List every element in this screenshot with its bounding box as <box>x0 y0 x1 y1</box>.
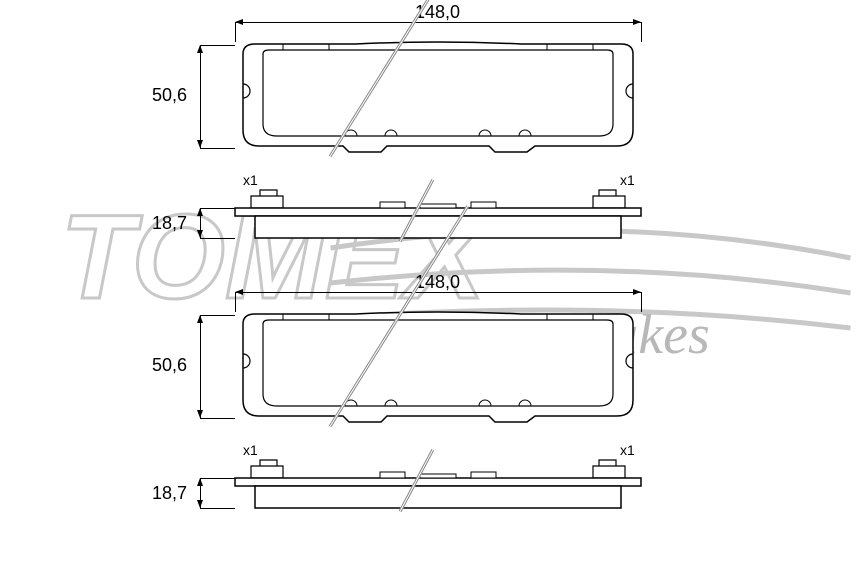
brake-pad-side-bot <box>225 458 651 523</box>
arrow <box>197 410 203 418</box>
dim-ext <box>200 45 235 46</box>
height-label-bot: 50,6 <box>152 355 187 376</box>
thickness-label-bot: 18,7 <box>152 483 187 504</box>
dim-height-line-top <box>200 45 201 148</box>
dim-ext <box>235 22 236 42</box>
qty-left-top: x1 <box>243 172 258 188</box>
arrow <box>197 208 203 216</box>
dim-ext <box>641 22 642 42</box>
arrow <box>197 45 203 53</box>
dim-height-line-bot <box>200 315 201 418</box>
arrow <box>197 230 203 238</box>
arrow <box>197 140 203 148</box>
brake-pad-face-top <box>235 40 641 160</box>
arrow <box>197 478 203 486</box>
arrow <box>633 19 641 25</box>
qty-right-top: x1 <box>620 172 635 188</box>
dim-ext <box>200 478 235 479</box>
thickness-label-top: 18,7 <box>152 213 187 234</box>
dim-ext <box>200 315 235 316</box>
dim-ext <box>200 418 235 419</box>
arrow <box>235 289 243 295</box>
dim-ext <box>200 148 235 149</box>
qty-left-bot: x1 <box>243 442 258 458</box>
dim-ext <box>200 238 235 239</box>
dim-ext <box>200 508 235 509</box>
dim-ext <box>200 208 235 209</box>
arrow <box>197 315 203 323</box>
dim-ext <box>641 292 642 312</box>
height-label-top: 50,6 <box>152 85 187 106</box>
brake-pad-side-top <box>225 188 651 253</box>
qty-right-bot: x1 <box>620 442 635 458</box>
arrow <box>197 500 203 508</box>
arrow <box>633 289 641 295</box>
arrow <box>235 19 243 25</box>
brake-pad-face-bot <box>235 310 641 430</box>
dim-ext <box>235 292 236 312</box>
